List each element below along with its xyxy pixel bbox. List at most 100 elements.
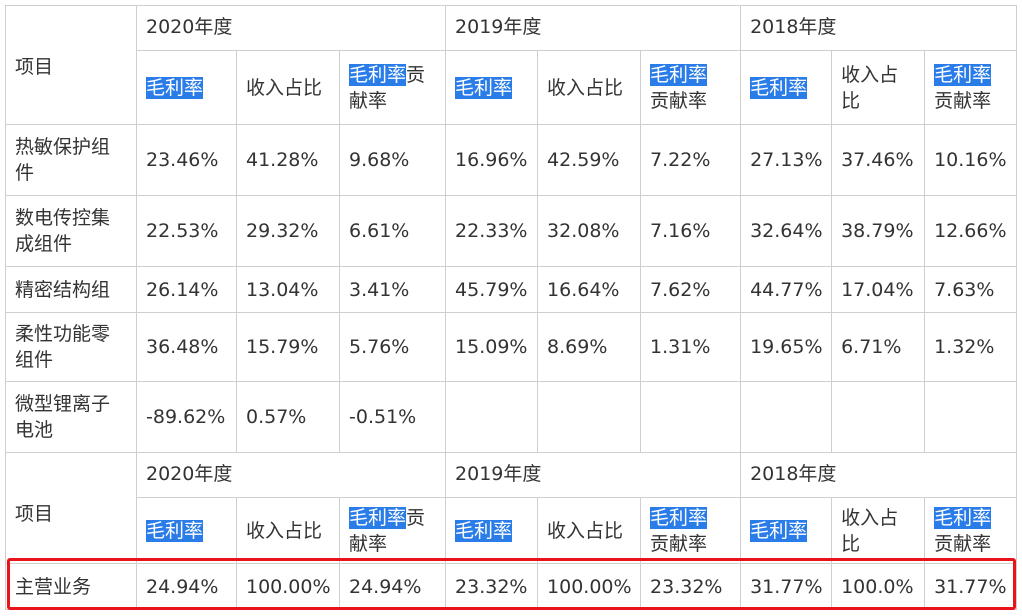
- col-share-2019: 收入占比: [537, 50, 642, 125]
- cell: 38.79%: [831, 195, 926, 267]
- col-contrib-2020: 毛利率贡 献率: [338, 497, 447, 564]
- col-contrib-rest: 贡献率: [650, 532, 708, 555]
- col-share-2020: 收入占比: [236, 497, 340, 564]
- cell: 32.64%: [740, 195, 833, 267]
- cell: 22.53%: [136, 195, 237, 267]
- cell: 16.96%: [445, 124, 539, 196]
- row-name: 精密结构组: [5, 266, 137, 313]
- row-name-a: 热敏保护组: [15, 136, 111, 158]
- col-contrib-rest: 贡献率: [650, 89, 708, 112]
- cell: 7.62%: [640, 266, 742, 313]
- col-contrib-rest: 贡献率: [934, 532, 992, 555]
- year-2018-header: 2018年度: [740, 5, 1018, 51]
- cell: 37.46%: [831, 124, 926, 196]
- cell: 24.94%: [136, 563, 237, 610]
- table-row: 热敏保护组件 23.46% 41.28% 9.68% 16.96% 42.59%…: [5, 124, 1018, 196]
- col-margin-2018: 毛利率: [740, 497, 833, 564]
- header-item-cell: 项目: [5, 452, 137, 564]
- col-contrib-2019: 毛利率 贡献率: [640, 497, 742, 564]
- cell: 23.32%: [640, 563, 742, 610]
- cell: 7.16%: [640, 195, 742, 267]
- row-name-a: 数电传控集: [15, 207, 111, 229]
- col-share-part-b: 比: [841, 532, 861, 555]
- table-row: 数电传控集 成组件 22.53% 29.32% 6.61% 22.33% 32.0…: [5, 195, 1018, 267]
- col-margin-2019: 毛利率: [445, 497, 539, 564]
- row-name-b: 组件: [15, 349, 54, 371]
- cell: 24.94%: [338, 563, 447, 610]
- col-margin-2020: 毛利率: [136, 50, 237, 125]
- cell: 32.08%: [537, 195, 642, 267]
- cell: 16.64%: [537, 266, 642, 313]
- header-row-years-2: 项目 2020年度 2019年度 2018年度: [5, 452, 1018, 564]
- col-contrib-hl: 毛利率: [934, 63, 992, 86]
- cell: 5.76%: [338, 312, 447, 382]
- main-business-row: 主营业务 24.94% 100.00% 24.94% 23.32% 100.00…: [5, 563, 1018, 610]
- cell: [537, 381, 642, 453]
- year-2020-header: 2020年度: [135, 452, 447, 498]
- col-margin-2020: 毛利率: [136, 497, 237, 564]
- table-row: 精密结构组 26.14% 13.04% 3.41% 45.79% 16.64% …: [5, 266, 1018, 313]
- col-contrib-hl: 毛利率: [934, 506, 992, 529]
- cell: 31.77%: [924, 563, 1018, 610]
- col-margin-label: 毛利率: [146, 519, 204, 542]
- cell: 1.32%: [924, 312, 1018, 382]
- cell: 100.0%: [831, 563, 926, 610]
- year-2018-header: 2018年度: [740, 452, 1018, 498]
- cell: 22.33%: [445, 195, 539, 267]
- cell: 15.79%: [236, 312, 340, 382]
- row-name-a: 柔性功能零: [15, 323, 111, 345]
- col-margin-label: 毛利率: [146, 76, 204, 99]
- col-contrib-hl: 毛利率: [650, 506, 708, 529]
- col-margin-label: 毛利率: [750, 76, 808, 99]
- row-name-a: 精密结构组: [15, 278, 111, 301]
- col-margin-label: 毛利率: [455, 76, 513, 99]
- cell: [640, 381, 742, 453]
- col-contrib-part-a: 贡: [406, 63, 426, 86]
- col-contrib-hl: 毛利率: [349, 506, 407, 529]
- cell: 10.16%: [924, 124, 1018, 196]
- col-share-2019: 收入占比: [537, 497, 642, 564]
- row-name: 微型锂离子 电池: [5, 381, 137, 453]
- highlight-box: [7, 558, 1016, 610]
- cell: 7.22%: [640, 124, 742, 196]
- col-margin-label: 毛利率: [750, 519, 808, 542]
- col-margin-2018: 毛利率: [740, 50, 833, 125]
- cell: 23.46%: [136, 124, 237, 196]
- cell: 17.04%: [831, 266, 926, 313]
- header-item-label: 项目: [15, 56, 54, 78]
- col-margin-2019: 毛利率: [445, 50, 539, 125]
- col-contrib-2019: 毛利率 贡献率: [640, 50, 742, 125]
- cell: 26.14%: [136, 266, 237, 313]
- cell: 29.32%: [236, 195, 340, 267]
- cell: 19.65%: [740, 312, 833, 382]
- col-contrib-part-b: 献率: [349, 89, 388, 112]
- table-row: 柔性功能零 组件 36.48% 15.79% 5.76% 15.09% 8.69%…: [5, 312, 1018, 382]
- col-share-part-a: 收入占: [841, 506, 899, 529]
- cell: 44.77%: [740, 266, 833, 313]
- col-share-2020: 收入占比: [236, 50, 340, 125]
- row-name-b: 电池: [15, 419, 54, 441]
- col-share-2018: 收入占比: [831, 50, 926, 125]
- col-contrib-rest: 贡献率: [934, 89, 992, 112]
- cell: 3.41%: [338, 266, 447, 313]
- header-row-columns-2: 毛利率 收入占比 毛利率贡 献率 毛利率 收入占比 毛利率 贡献率 毛利率 收入占比…: [6, 497, 1018, 564]
- cell: 6.71%: [831, 312, 926, 382]
- row-name: 数电传控集 成组件: [5, 195, 137, 267]
- cell: 31.77%: [740, 563, 833, 610]
- col-contrib-hl: 毛利率: [650, 63, 708, 86]
- cell: 0.57%: [236, 381, 340, 453]
- cell: 1.31%: [640, 312, 742, 382]
- cell: 9.68%: [338, 124, 447, 196]
- year-2019-header: 2019年度: [445, 452, 742, 498]
- cell: 27.13%: [740, 124, 833, 196]
- col-margin-label: 毛利率: [455, 519, 513, 542]
- header-row-years: 项目 2020年度 2019年度 2018年度: [5, 5, 1018, 125]
- row-name-b: 件: [15, 162, 35, 184]
- cell: 41.28%: [236, 124, 340, 196]
- cell: 42.59%: [537, 124, 642, 196]
- cell: [445, 381, 539, 453]
- year-2019-header: 2019年度: [445, 5, 742, 51]
- cell: [831, 381, 926, 453]
- gross-margin-table: 项目 2020年度 2019年度 2018年度 毛利率 收入占比 毛利率贡 献率 …: [5, 5, 1018, 610]
- header-item-cell: 项目: [5, 5, 137, 125]
